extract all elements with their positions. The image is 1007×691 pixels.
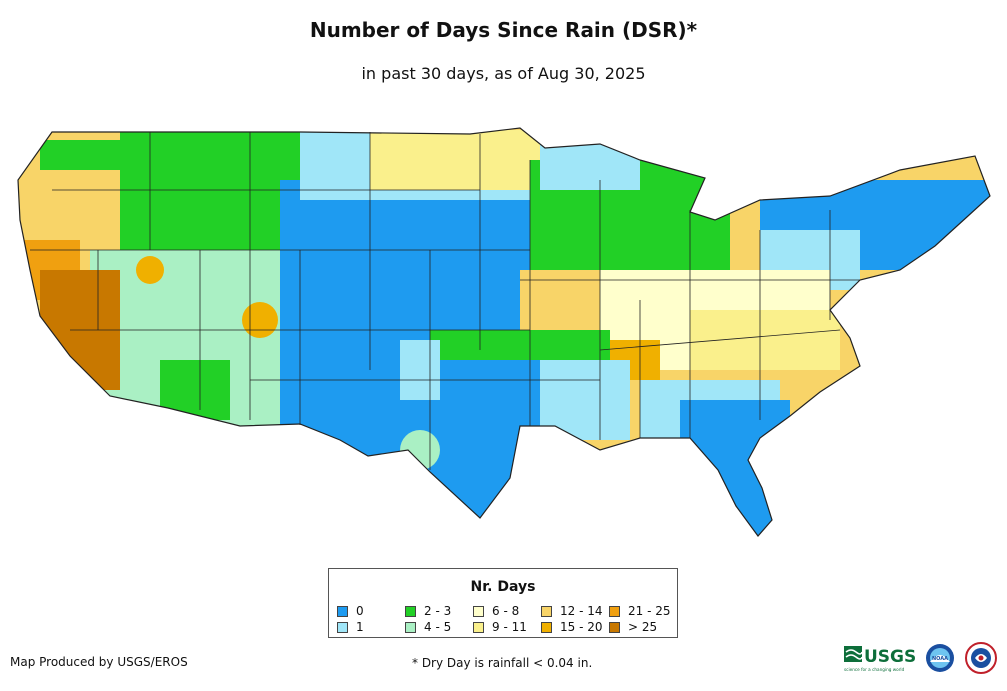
legend-swatch bbox=[473, 605, 484, 617]
map-credit: Map Produced by USGS/EROS bbox=[10, 655, 188, 669]
legend-item: 2 - 3 bbox=[405, 603, 469, 619]
legend-swatch bbox=[337, 605, 348, 617]
legend-swatch bbox=[337, 621, 348, 633]
legend-label: 0 bbox=[356, 604, 364, 618]
legend-swatch bbox=[609, 621, 620, 633]
usgs-logo: USGS science for a changing world bbox=[844, 646, 916, 672]
usgs-tagline: science for a changing world bbox=[844, 667, 905, 672]
legend-label: 2 - 3 bbox=[424, 604, 452, 618]
legend-label: 12 - 14 bbox=[560, 604, 603, 618]
legend-swatch bbox=[473, 621, 484, 633]
map-svg bbox=[17, 127, 991, 537]
legend-item: 4 - 5 bbox=[405, 619, 469, 635]
legend-item: 12 - 14 bbox=[541, 603, 605, 619]
legend-item: 1 bbox=[337, 619, 401, 635]
legend-label: 9 - 11 bbox=[492, 620, 527, 634]
legend-label: > 25 bbox=[628, 620, 658, 634]
nws-logo bbox=[965, 642, 997, 674]
legend-swatch bbox=[405, 605, 416, 617]
logos-svg: USGS science for a changing world NOAA bbox=[844, 642, 997, 674]
legend-label: 4 - 5 bbox=[424, 620, 452, 634]
noaa-logo: NOAA bbox=[926, 644, 954, 672]
legend-label: 6 - 8 bbox=[492, 604, 520, 618]
us-dsr-map bbox=[0, 120, 1007, 540]
legend-title: Nr. Days bbox=[470, 579, 536, 595]
legend-item: 6 - 8 bbox=[473, 603, 537, 619]
us-outline bbox=[17, 127, 991, 537]
agency-logos: USGS science for a changing world NOAA bbox=[842, 640, 1002, 680]
legend-label: 21 - 25 bbox=[628, 604, 671, 618]
legend-swatch bbox=[541, 621, 552, 633]
usgs-text: USGS bbox=[864, 647, 916, 667]
legend-box: Nr. Days 0 1 2 - 3 4 - 5 6 - 8 9 - 11 12 - 14 1… bbox=[328, 568, 678, 638]
legend-label: 1 bbox=[356, 620, 364, 634]
legend-item: 0 bbox=[337, 603, 401, 619]
state-boundaries bbox=[30, 132, 860, 470]
legend-items: 0 1 2 - 3 4 - 5 6 - 8 9 - 11 12 - 14 15 - 20 21 … bbox=[337, 603, 673, 635]
legend-swatch bbox=[609, 605, 620, 617]
legend-item: > 25 bbox=[609, 619, 673, 635]
legend-swatch bbox=[541, 605, 552, 617]
map-subtitle: in past 30 days, as of Aug 30, 2025 bbox=[361, 64, 646, 83]
legend-item: 15 - 20 bbox=[541, 619, 605, 635]
legend-item: 9 - 11 bbox=[473, 619, 537, 635]
map-title: Number of Days Since Rain (DSR)* bbox=[309, 18, 698, 42]
legend-label: 15 - 20 bbox=[560, 620, 603, 634]
legend-swatch bbox=[405, 621, 416, 633]
noaa-text: NOAA bbox=[932, 656, 948, 662]
dry-day-footnote: * Dry Day is rainfall < 0.04 in. bbox=[412, 656, 593, 670]
legend-item: 21 - 25 bbox=[609, 603, 673, 619]
